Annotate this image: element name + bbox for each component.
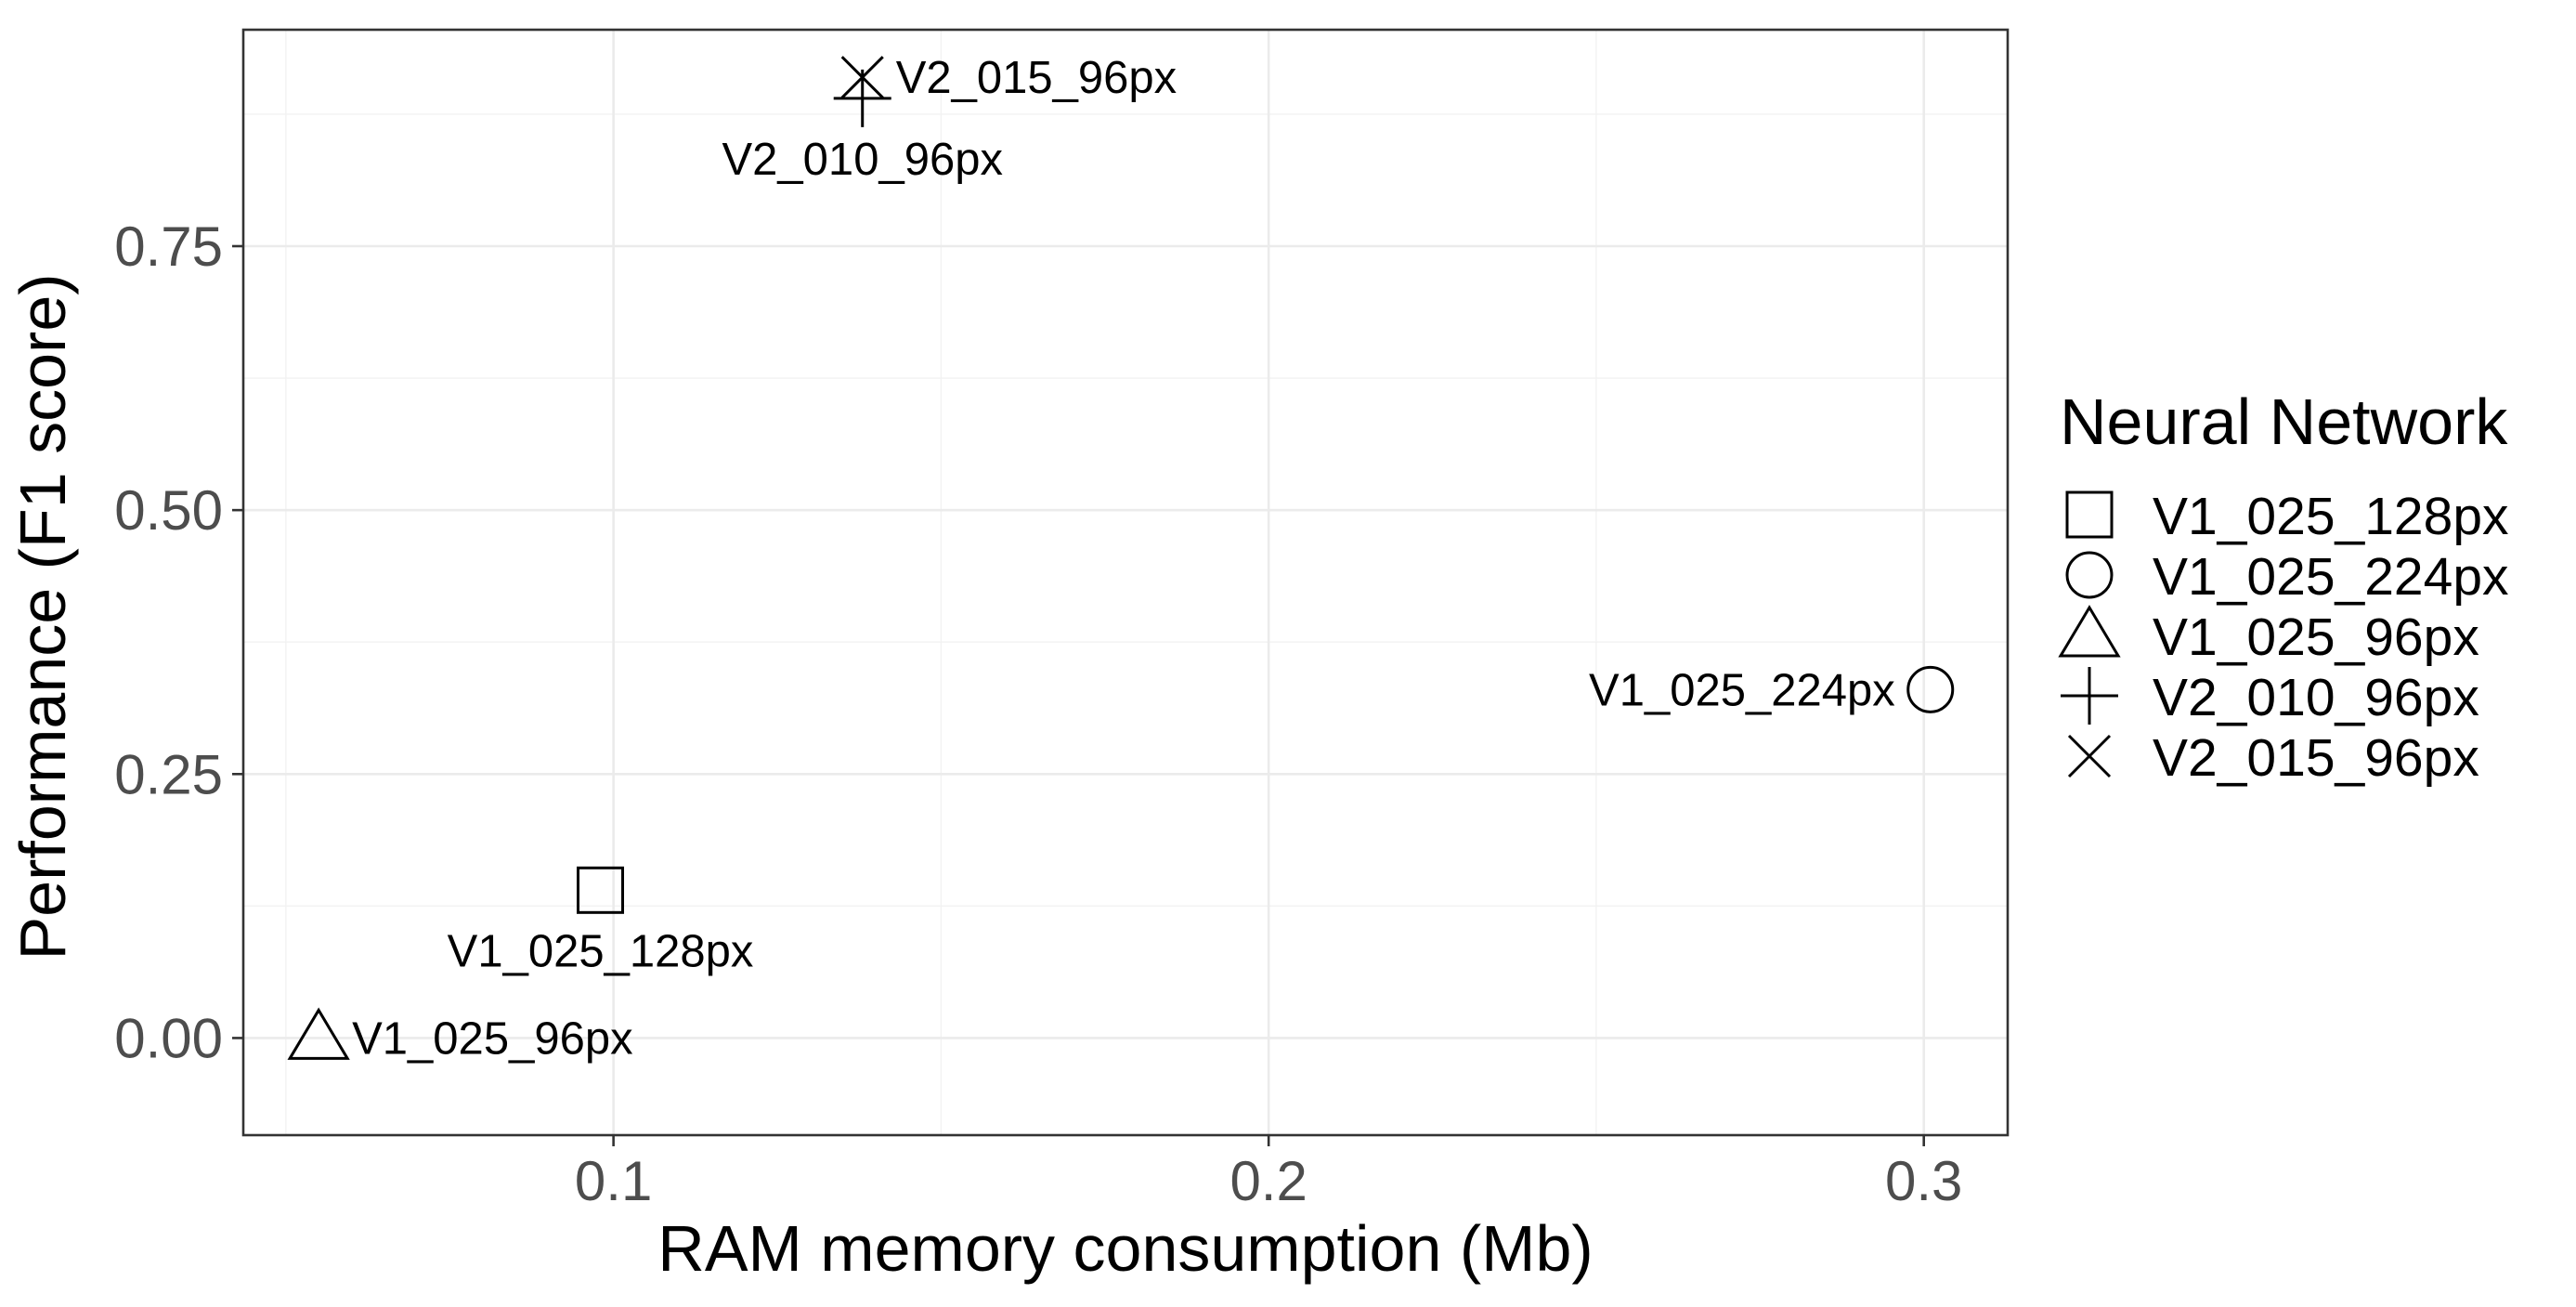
data-point-circle xyxy=(1906,665,1955,713)
data-point-label: V1_025_224px xyxy=(1589,665,1895,715)
data-point-label: V1_025_96px xyxy=(352,1013,632,1064)
legend-key-circle xyxy=(2065,551,2114,599)
grid-lines xyxy=(243,30,2008,1135)
data-point-label: V2_010_96px xyxy=(722,135,1003,185)
legend-item-label: V1_025_96px xyxy=(2153,608,2479,667)
x-tick-label: 0.1 xyxy=(575,1150,652,1212)
data-points xyxy=(287,56,1955,1060)
legend-items: V1_025_128pxV1_025_224pxV1_025_96pxV2_01… xyxy=(2058,487,2509,788)
data-point-triangle xyxy=(287,1007,350,1060)
axis-ticks: 0.1 0.2 0.3 0.00 0.25 0.50 0.75 xyxy=(114,216,1962,1212)
data-point-cross xyxy=(840,56,884,99)
y-axis-title: Performance (F1 score) xyxy=(7,273,79,960)
legend: Neural Network V1_025_128pxV1_025_224pxV… xyxy=(2058,386,2509,788)
data-point-label: V1_025_128px xyxy=(448,926,754,976)
legend-item-label: V1_025_224px xyxy=(2153,547,2509,607)
plot-panel-border xyxy=(241,28,2010,1137)
x-axis-title: RAM memory consumption (Mb) xyxy=(657,1212,1593,1285)
legend-key-cross xyxy=(2067,734,2112,778)
y-tick-label: 0.25 xyxy=(114,743,223,805)
point-labels: V1_025_128px V1_025_224px V1_025_96px V2_01… xyxy=(352,53,1895,1064)
legend-title: Neural Network xyxy=(2060,386,2508,458)
legend-key-plus xyxy=(2061,667,2118,725)
legend-key-square xyxy=(2065,490,2114,539)
y-tick-label: 0.50 xyxy=(114,479,223,542)
legend-item-label: V2_010_96px xyxy=(2153,668,2479,727)
plot-panel xyxy=(243,30,2008,1135)
y-tick-label: 0.75 xyxy=(114,216,223,278)
x-tick-label: 0.3 xyxy=(1885,1150,1962,1212)
legend-key-triangle xyxy=(2058,605,2121,658)
y-tick-label: 0.00 xyxy=(114,1007,223,1069)
data-point-label: V2_015_96px xyxy=(896,53,1177,103)
legend-item-label: V2_015_96px xyxy=(2153,728,2479,788)
legend-item-label: V1_025_128px xyxy=(2153,487,2509,546)
data-point-square xyxy=(577,866,625,914)
x-tick-label: 0.2 xyxy=(1229,1150,1307,1212)
